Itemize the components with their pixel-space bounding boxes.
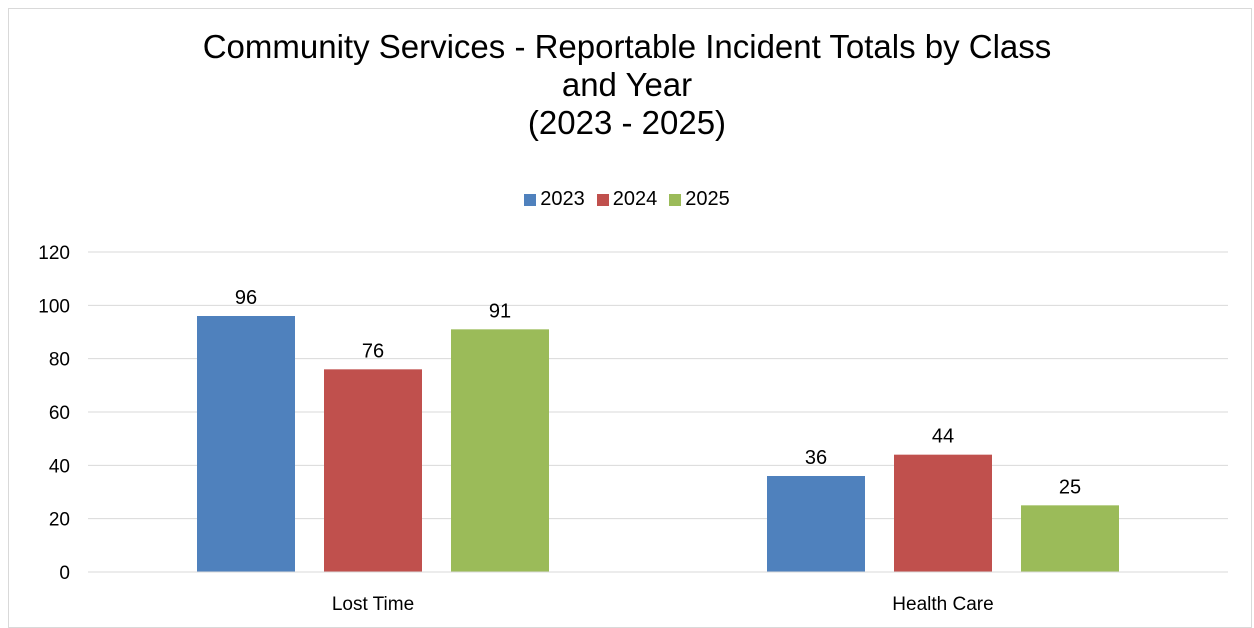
legend-item-2025: 2025	[669, 188, 730, 211]
bar-2024-health-care	[894, 454, 992, 572]
bar-2023-lost-time	[197, 316, 295, 572]
legend-item-2024: 2024	[596, 188, 658, 211]
legend: 2023 2024 2025	[0, 188, 1254, 211]
chart-title-line-2: and Year	[561, 66, 693, 103]
chart-title: Community Services - Reportable Incident…	[0, 28, 1254, 142]
chart-title-line-1: Community Services - Reportable Incident…	[202, 28, 1052, 65]
legend-swatch-2024	[596, 193, 609, 206]
data-label: 91	[489, 300, 511, 322]
legend-label-2023: 2023	[540, 188, 585, 210]
chart-title-line-3: (2023 - 2025)	[527, 104, 727, 141]
bar-2023-health-care	[767, 476, 865, 572]
bar-2025-lost-time	[451, 329, 549, 572]
bar-2024-lost-time	[324, 369, 422, 572]
data-label: 25	[1059, 476, 1081, 498]
y-tick-label: 60	[49, 403, 70, 424]
legend-swatch-2025	[669, 193, 682, 206]
y-tick-label: 80	[49, 350, 70, 371]
legend-item-2023: 2023	[524, 188, 585, 211]
data-label: 76	[362, 340, 384, 362]
y-tick-label: 40	[49, 456, 70, 477]
data-label: 36	[805, 447, 827, 469]
data-label: 96	[235, 287, 257, 309]
legend-swatch-2023	[524, 193, 537, 206]
legend-label-2025: 2025	[685, 188, 730, 210]
legend-label-2024: 2024	[612, 188, 658, 210]
y-tick-label: 0	[59, 563, 70, 584]
bar-2025-health-care	[1021, 505, 1119, 572]
y-tick-label: 20	[49, 510, 70, 531]
data-label: 44	[932, 426, 954, 448]
y-tick-label: 120	[38, 243, 70, 264]
x-category-label: Lost Time	[332, 594, 414, 615]
y-tick-label: 100	[38, 296, 70, 317]
x-category-label: Health Care	[892, 594, 993, 615]
